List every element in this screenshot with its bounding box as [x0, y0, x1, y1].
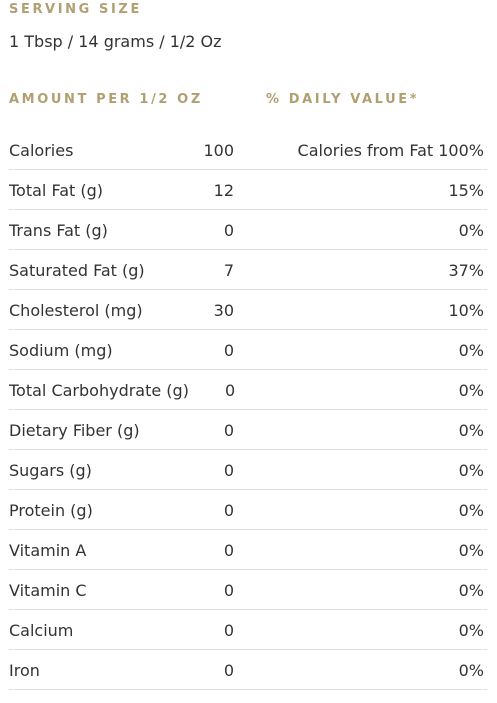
nutrient-amount: 30 [213, 301, 234, 320]
nutrient-amount: 0 [223, 621, 234, 640]
nutrient-table: Calories 100 Calories from Fat 100% Tota… [9, 130, 487, 690]
daily-value-header: % DAILY VALUE* [266, 92, 420, 107]
nutrient-daily-value: 10% [448, 301, 484, 320]
nutrient-amount: 0 [223, 421, 234, 440]
nutrient-daily-value: 0% [458, 341, 484, 360]
table-row: Calories 100 Calories from Fat 100% [9, 130, 487, 170]
nutrient-daily-value: 0% [458, 421, 484, 440]
table-row: Total Fat (g) 12 15% [9, 170, 487, 210]
amount-per-header: AMOUNT PER 1/2 OZ [9, 92, 203, 107]
nutrient-amount: 0 [223, 221, 234, 240]
nutrient-amount: 0 [223, 581, 234, 600]
nutrient-name: Vitamin C [9, 581, 87, 600]
nutrient-amount: 0 [223, 461, 234, 480]
nutrient-amount: 0 [223, 501, 234, 520]
nutrient-daily-value: 0% [458, 221, 484, 240]
table-row: Saturated Fat (g) 7 37% [9, 250, 487, 290]
nutrient-amount: 12 [213, 181, 234, 200]
table-row: Dietary Fiber (g) 0 0% [9, 410, 487, 450]
table-row: Sugars (g) 0 0% [9, 450, 487, 490]
nutrient-amount: 0 [225, 381, 236, 400]
nutrient-daily-value: 0% [458, 501, 484, 520]
nutrient-name: Vitamin A [9, 541, 87, 560]
nutrient-name: Calories [9, 141, 74, 160]
nutrient-name: Iron [9, 661, 40, 680]
table-row: Protein (g) 0 0% [9, 490, 487, 530]
nutrient-amount: 0 [223, 341, 234, 360]
nutrient-name: Sugars (g) [9, 461, 92, 480]
nutrient-name: Calcium [9, 621, 74, 640]
nutrient-name: Trans Fat (g) [9, 221, 108, 240]
nutrient-amount: 7 [223, 261, 234, 280]
nutrient-name: Total Fat (g) [9, 181, 103, 200]
nutrient-daily-value: 0% [458, 461, 484, 480]
nutrient-daily-value: 37% [448, 261, 484, 280]
nutrient-amount: 0 [223, 541, 234, 560]
table-row: Vitamin C 0 0% [9, 570, 487, 610]
nutrient-daily-value: 0% [458, 541, 484, 560]
serving-size-value: 1 Tbsp / 14 grams / 1/2 Oz [9, 32, 222, 51]
nutrient-name: Dietary Fiber (g) [9, 421, 140, 440]
table-row: Cholesterol (mg) 30 10% [9, 290, 487, 330]
table-row: Trans Fat (g) 0 0% [9, 210, 487, 250]
table-row: Sodium (mg) 0 0% [9, 330, 487, 370]
nutrient-name: Protein (g) [9, 501, 93, 520]
nutrient-daily-value: 0% [458, 381, 484, 400]
table-row: Iron 0 0% [9, 650, 487, 690]
nutrient-daily-value: 0% [458, 621, 484, 640]
nutrient-daily-value: Calories from Fat 100% [297, 141, 484, 160]
nutrient-daily-value: 0% [458, 581, 484, 600]
nutrient-amount: 100 [203, 141, 234, 160]
nutrient-amount: 0 [223, 661, 234, 680]
nutrient-name: Cholesterol (mg) [9, 301, 143, 320]
serving-size-label: SERVING SIZE [9, 2, 142, 17]
nutrient-daily-value: 15% [448, 181, 484, 200]
table-row: Total Carbohydrate (g) 0 0% [9, 370, 487, 410]
table-row: Vitamin A 0 0% [9, 530, 487, 570]
table-row: Calcium 0 0% [9, 610, 487, 650]
nutrient-daily-value: 0% [458, 661, 484, 680]
nutrient-name: Sodium (mg) [9, 341, 113, 360]
nutrient-name: Total Carbohydrate (g) [9, 381, 189, 400]
nutrient-name: Saturated Fat (g) [9, 261, 145, 280]
